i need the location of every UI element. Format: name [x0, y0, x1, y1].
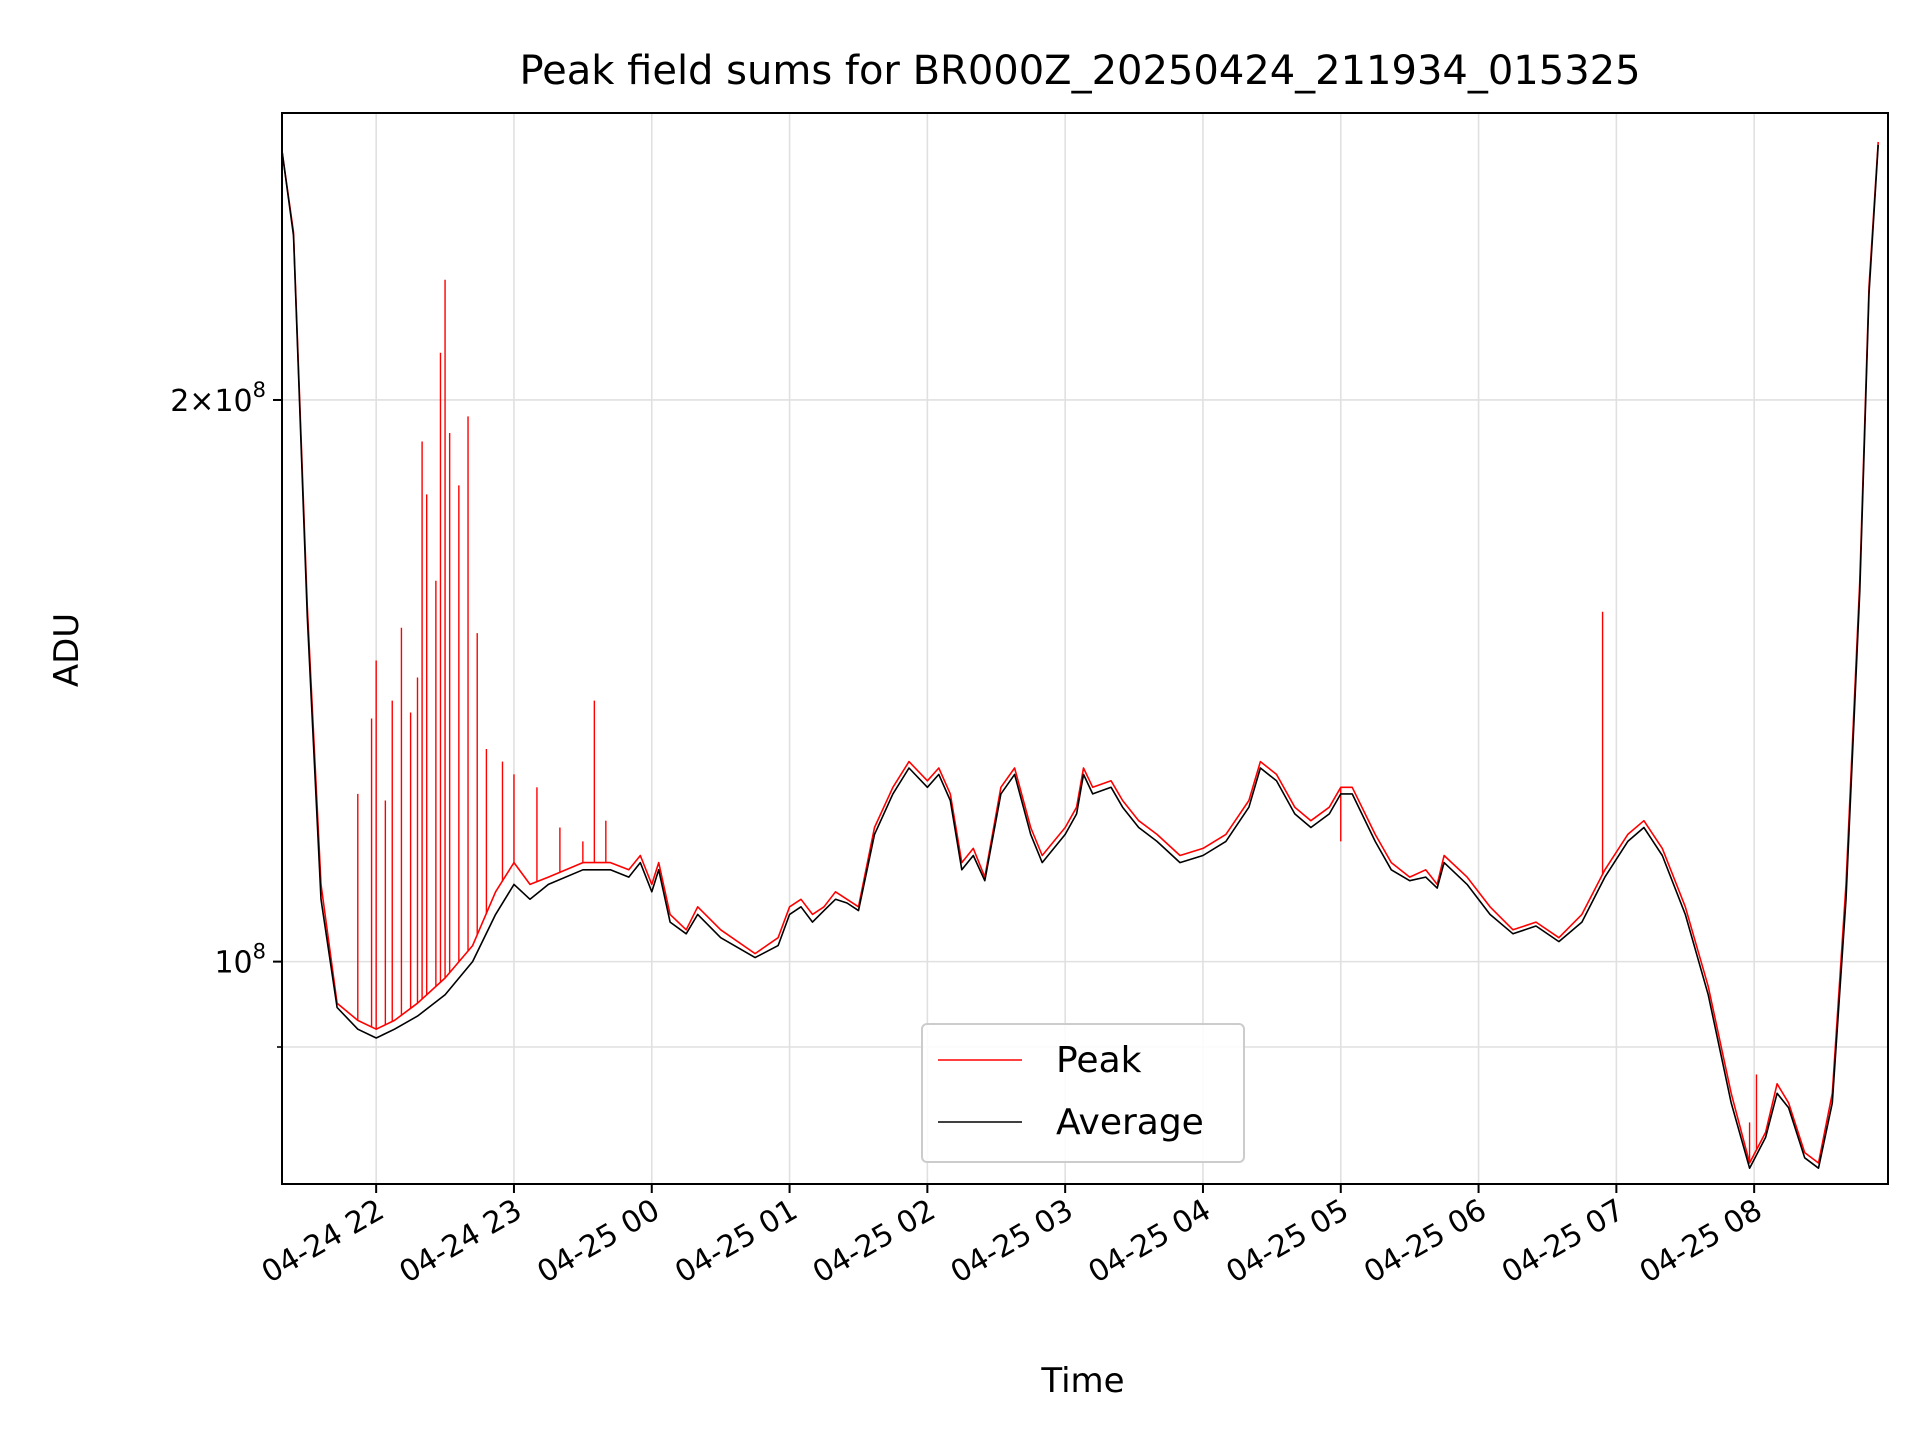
- plot-frame: [281, 112, 1889, 1185]
- series-lines: [282, 141, 1879, 1169]
- y-tick-label: 2×108: [170, 378, 266, 419]
- chart-title: Peak field sums for BR000Z_20250424_2119…: [519, 48, 1640, 94]
- peak-series-line: [282, 141, 1879, 1164]
- legend: Peak Average: [921, 1023, 1245, 1163]
- x-axis-title: Time: [1040, 1361, 1124, 1401]
- legend-label-peak: Peak: [1056, 1040, 1142, 1081]
- y-axis-title: ADU: [47, 613, 87, 687]
- legend-box: [921, 1023, 1245, 1163]
- y-tick-label: 108: [214, 940, 266, 981]
- average-series-line: [282, 144, 1879, 1169]
- legend-label-average: Average: [1056, 1102, 1204, 1143]
- series-clip-group: [282, 141, 1879, 1169]
